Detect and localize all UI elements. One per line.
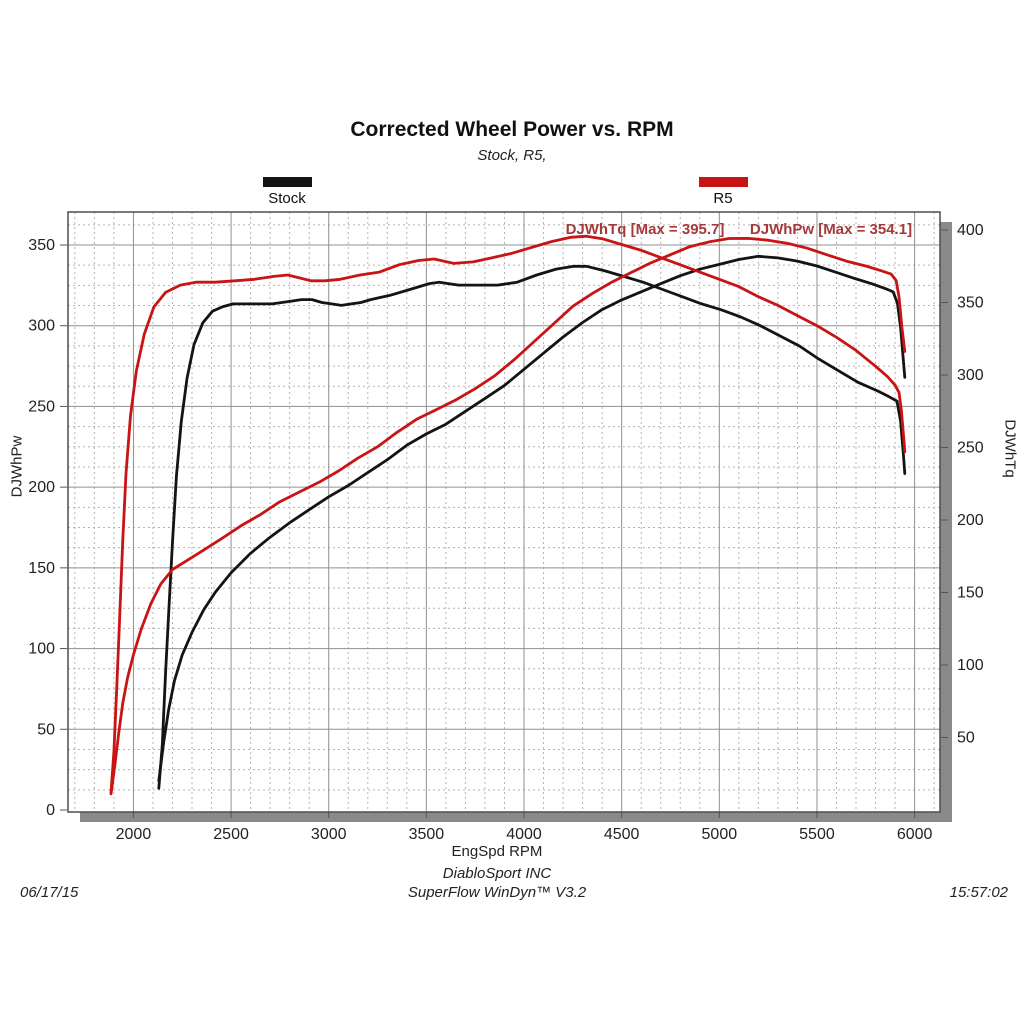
- left-tick-label: 100: [28, 641, 55, 658]
- x-tick-label: 3000: [311, 826, 347, 843]
- chart-title: Corrected Wheel Power vs. RPM: [350, 118, 674, 141]
- torque-max-annotation: DJWhTq [Max = 395.7]: [565, 221, 725, 238]
- power-max-annotation: DJWhPw [Max = 354.1]: [749, 221, 913, 238]
- legend-item-stock: Stock: [227, 177, 347, 207]
- curve-r5-djwhtq: [109, 234, 907, 794]
- right-tick-label: 300: [957, 367, 984, 384]
- right-tick-label: 400: [957, 222, 984, 239]
- plot-border: [67, 211, 941, 813]
- grid-minor: [68, 212, 940, 812]
- x-tick-label: 3500: [409, 826, 445, 843]
- x-tick-label: 5000: [702, 826, 738, 843]
- right-axis-title: DJWhTq: [1001, 419, 1019, 478]
- x-tick-label: 2000: [116, 826, 152, 843]
- legend-label-r5: R5: [713, 190, 733, 207]
- x-tick-label: 2500: [213, 826, 249, 843]
- curve-r5-djwhpw: [109, 236, 907, 796]
- right-tick-label: 250: [957, 440, 984, 457]
- left-tick-label: 200: [28, 479, 55, 496]
- grid-major: [68, 212, 940, 812]
- left-tick-label: 50: [37, 721, 55, 738]
- footer-date: 06/17/15: [20, 884, 79, 901]
- right-tick-label: 350: [957, 295, 984, 312]
- x-tick-label: 4000: [506, 826, 542, 843]
- legend-label-stock: Stock: [268, 190, 306, 207]
- right-tick-label: 150: [957, 585, 984, 602]
- x-tick-label: 5500: [799, 826, 835, 843]
- curve-stock-djwhpw: [157, 254, 907, 783]
- x-axis-title: EngSpd RPM: [451, 843, 543, 860]
- left-tick-label: 300: [28, 318, 55, 335]
- left-axis-ticks: 0 50 100 150 200 250 300 350: [28, 237, 67, 819]
- footer-company: DiabloSport INC: [442, 865, 552, 882]
- right-axis-ticks: 50 100 150 200 250 300 350 400: [941, 222, 984, 747]
- legend-swatch-stock: [262, 177, 312, 187]
- legend-item-r5: R5: [663, 177, 783, 207]
- x-axis-ticks: 2000 2500 3000 3500 4000 4500 5000 5500 6000: [116, 812, 933, 843]
- right-tick-label: 50: [957, 730, 975, 747]
- left-tick-label: 350: [28, 237, 55, 254]
- left-tick-label: 250: [28, 398, 55, 415]
- left-tick-label: 0: [46, 802, 55, 819]
- footer-time: 15:57:02: [949, 884, 1008, 901]
- chart-subtitle: Stock, R5,: [477, 147, 547, 164]
- right-tick-label: 100: [957, 657, 984, 674]
- legend-swatch-r5: [698, 177, 748, 187]
- x-tick-label: 4500: [604, 826, 640, 843]
- right-tick-label: 200: [957, 512, 984, 529]
- footer-software: SuperFlow WinDyn™ V3.2: [407, 884, 587, 901]
- curve-stock-djwhtq: [157, 264, 907, 790]
- x-tick-label: 6000: [897, 826, 933, 843]
- left-tick-label: 150: [28, 560, 55, 577]
- left-axis-title: DJWhPw: [8, 435, 26, 498]
